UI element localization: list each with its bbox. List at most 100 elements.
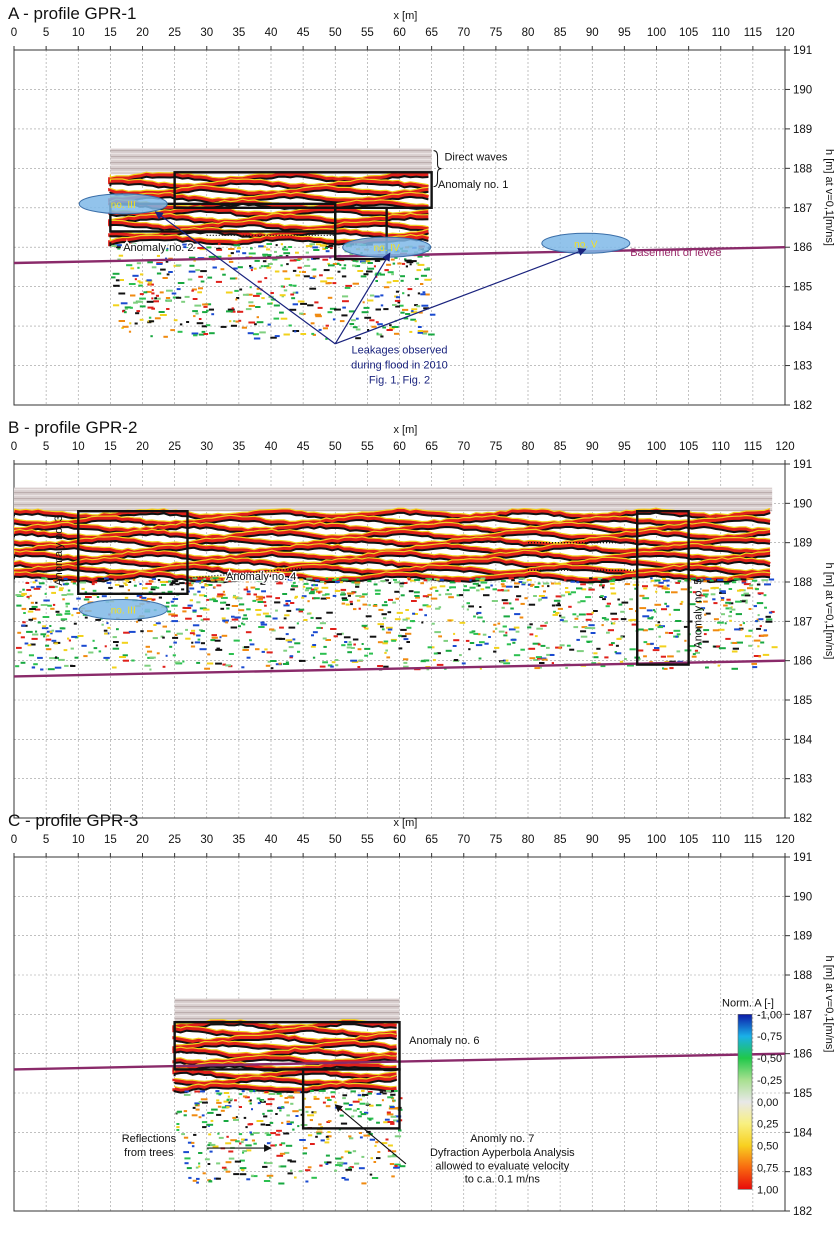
reflection-dot (703, 629, 710, 632)
reflection-dot (234, 616, 241, 619)
reflection-dot (400, 594, 405, 597)
reflection-dot (281, 1106, 284, 1108)
reflection-dot (26, 595, 30, 598)
reflection-dot (390, 1093, 396, 1096)
x-tick-label: 85 (554, 834, 567, 846)
reflection-dot (717, 579, 724, 581)
reflection-dot (348, 1151, 352, 1154)
reflection-dot (62, 598, 65, 601)
reflection-dot (260, 623, 268, 626)
reflection-dot (206, 1147, 209, 1150)
reflection-dot (248, 252, 256, 255)
reflection-dot (318, 1123, 322, 1126)
leakage-marker (78, 193, 168, 215)
reflection-dot (731, 667, 738, 670)
reflection-dot (740, 600, 746, 603)
reflection-dot (383, 640, 389, 643)
reflection-dot (325, 1135, 329, 1138)
reflection-dot (475, 578, 481, 581)
reflection-dot (257, 1102, 261, 1105)
reflection-dot (279, 637, 286, 640)
reflection-dot (764, 583, 771, 586)
reflection-dot (202, 303, 209, 306)
reflection-dot (242, 293, 249, 296)
reflection-dot (193, 315, 196, 318)
reflection-dot (176, 1129, 180, 1131)
reflection-dot (355, 583, 360, 586)
reflection-dot (297, 1125, 300, 1128)
reflection-dot (312, 333, 316, 336)
reflection-dot (216, 247, 222, 250)
reflection-dot (354, 1162, 360, 1165)
reflection-dot (292, 1128, 295, 1131)
annotation: Anomaly no. 5 (692, 578, 704, 648)
reflection-dot (255, 595, 263, 598)
reflection-dot (250, 269, 253, 272)
reflection-dot (65, 602, 70, 605)
reflection-dot (55, 630, 62, 633)
reflection-dot (30, 643, 36, 646)
reflection-dot (410, 311, 418, 314)
reflection-dot (195, 580, 201, 583)
reflection-dot (589, 577, 593, 580)
reflection-dot (543, 590, 546, 593)
reflection-dot (74, 656, 79, 659)
reflection-dot (107, 626, 111, 629)
reflection-dot (538, 595, 545, 597)
reflection-dot (366, 270, 373, 273)
reflection-dot (92, 589, 97, 592)
reflection-dot (712, 598, 716, 601)
reflection-dot (753, 605, 757, 608)
reflection-dot (183, 1114, 187, 1117)
reflection-dot (615, 652, 622, 655)
reflection-dot (139, 583, 142, 585)
reflection-dot (316, 1131, 323, 1134)
reflection-dot (383, 286, 390, 289)
reflection-dot (400, 275, 405, 278)
reflection-dot (391, 273, 394, 276)
reflection-dot (165, 260, 169, 263)
reflection-dot (739, 589, 744, 592)
reflection-dot (147, 630, 153, 633)
x-tick-label: 85 (554, 27, 567, 39)
reflection-dot (267, 323, 271, 326)
reflection-dot (254, 323, 257, 326)
reflection-dot (477, 633, 481, 636)
reflection-dot (166, 248, 171, 250)
reflection-dot (357, 648, 362, 651)
reflection-dot (106, 622, 109, 625)
reflection-dot (101, 623, 104, 626)
reflection-dot (757, 592, 764, 595)
y-tick-label: 185 (793, 282, 812, 294)
reflection-dot (238, 319, 242, 322)
reflection-dot (314, 301, 319, 304)
reflection-dot (114, 583, 120, 586)
reflection-dot (250, 1174, 254, 1177)
reflection-dot (310, 616, 314, 619)
reflection-dot (246, 656, 251, 659)
reflection-dot (266, 1174, 274, 1177)
reflection-dot (50, 632, 53, 635)
reflection-dot (230, 1139, 237, 1142)
reflection-dot (361, 643, 364, 645)
reflection-dot (289, 259, 297, 262)
reflection-dot (731, 581, 737, 584)
reflection-dot (766, 618, 773, 621)
reflection-dot (260, 1123, 266, 1126)
reflection-dot (210, 1119, 214, 1122)
anomaly-box (301, 1068, 401, 1130)
x-tick-label: 15 (104, 834, 117, 846)
reflection-dot (631, 623, 639, 626)
y-tick-label: 191 (793, 852, 812, 864)
reflection-dot (344, 286, 351, 289)
reflection-dot (49, 625, 52, 627)
reflection-dot (716, 645, 720, 648)
reflection-dot (184, 1162, 189, 1165)
reflection-dot (252, 1132, 260, 1134)
reflection-dot (375, 280, 378, 282)
reflection-dot (226, 578, 233, 581)
reflection-dot (249, 265, 252, 267)
reflection-dot (260, 621, 265, 624)
reflection-dot (407, 288, 413, 291)
reflection-dot (498, 630, 505, 633)
